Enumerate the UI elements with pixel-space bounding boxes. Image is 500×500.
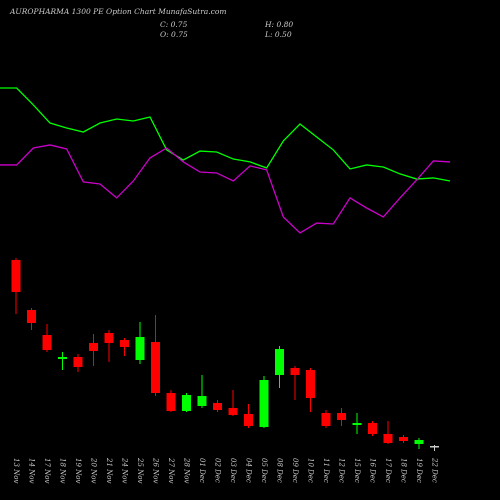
indicator-line xyxy=(0,144,451,234)
candle-body xyxy=(104,333,114,343)
x-tick-label: 19 Dec xyxy=(415,458,423,483)
x-tick-label: 24 Nov xyxy=(121,457,129,483)
x-tick-label: 17 Dec xyxy=(384,458,392,483)
x-tick-label: 01 Dec xyxy=(198,458,206,483)
x-tick-label: 08 Dec xyxy=(276,458,284,483)
candle-body xyxy=(151,342,160,393)
x-tick-label: 12 Dec xyxy=(338,458,346,483)
candle-body xyxy=(27,310,36,323)
x-tick-label: 27 Nov xyxy=(167,457,175,483)
candle-body xyxy=(166,393,176,411)
open-label: O: 0.75 xyxy=(160,30,188,39)
candle-body xyxy=(73,357,83,367)
candle-body xyxy=(275,349,284,375)
candle-body xyxy=(42,335,52,350)
x-tick-label: 04 Dec xyxy=(245,458,253,483)
candle-body xyxy=(290,368,300,375)
x-tick-label: 26 Nov xyxy=(152,457,160,483)
candle-body xyxy=(11,260,21,292)
x-tick-label: 05 Dec xyxy=(260,458,268,483)
candle-body xyxy=(58,357,67,359)
candle-body xyxy=(352,423,362,425)
low-label: L: 0.50 xyxy=(264,30,292,39)
candle-body xyxy=(213,403,222,410)
candle-body xyxy=(383,434,393,443)
x-tick-label: 19 Nov xyxy=(74,458,82,483)
x-tick-label: 18 Dec xyxy=(400,458,408,483)
candle-body xyxy=(228,408,238,415)
x-tick-label: 03 Dec xyxy=(229,458,237,483)
x-tick-label: 22 Dec xyxy=(431,457,439,483)
chart-title: AUROPHARMA 1300 PE Option Chart MunafaSu… xyxy=(9,7,226,16)
x-tick-label: 18 Nov xyxy=(59,458,67,483)
x-tick-label: 02 Dec xyxy=(214,458,222,483)
candle-body xyxy=(89,343,98,351)
candle-body xyxy=(321,413,331,426)
x-tick-label: 09 Dec xyxy=(291,458,299,483)
candle-body xyxy=(259,380,269,427)
candle-body xyxy=(244,414,253,426)
candle-body xyxy=(197,396,207,406)
x-tick-label: 20 Nov xyxy=(90,457,98,483)
x-tick-label: 15 Dec xyxy=(353,458,361,483)
x-tick-label: 14 Nov xyxy=(28,458,36,483)
candle-body xyxy=(399,437,408,441)
candle-body xyxy=(120,340,129,347)
candle-body xyxy=(306,370,315,398)
indicator-line xyxy=(0,87,451,182)
x-tick-label: 11 Dec xyxy=(322,458,330,483)
x-tick-label: 21 Nov xyxy=(105,457,113,483)
close-label: C: 0.75 xyxy=(160,20,188,29)
x-tick-label: 13 Nov xyxy=(12,458,20,483)
x-tick-label: 17 Nov xyxy=(43,458,51,483)
high-label: H: 0.80 xyxy=(264,20,293,29)
x-tick-label: 16 Dec xyxy=(369,458,377,483)
candle-body xyxy=(135,337,145,360)
candle-body xyxy=(182,395,191,411)
x-tick-label: 28 Nov xyxy=(183,457,191,483)
candle-body xyxy=(337,413,346,420)
candle-body xyxy=(368,423,377,434)
candle-body xyxy=(414,440,424,444)
candle-body xyxy=(430,446,439,448)
x-tick-label: 25 Nov xyxy=(136,457,144,483)
x-tick-label: 10 Dec xyxy=(307,458,315,483)
